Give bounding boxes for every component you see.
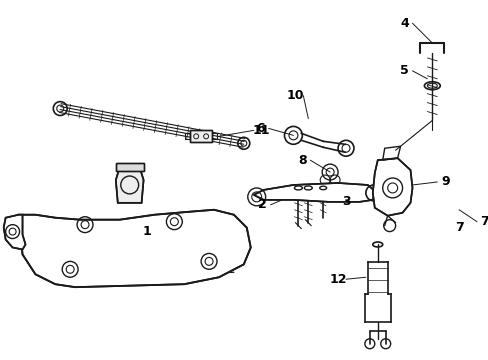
- Text: 10: 10: [286, 89, 304, 102]
- Text: 5: 5: [399, 64, 408, 77]
- Text: 4: 4: [399, 17, 408, 30]
- Text: 12: 12: [328, 273, 346, 286]
- Text: 8: 8: [297, 154, 306, 167]
- Polygon shape: [116, 167, 143, 203]
- Bar: [185, 133, 190, 139]
- Text: 11: 11: [252, 124, 270, 137]
- Text: 7: 7: [454, 221, 463, 234]
- Polygon shape: [253, 183, 375, 202]
- Bar: [190, 130, 212, 142]
- Bar: [190, 130, 212, 142]
- Polygon shape: [4, 215, 25, 249]
- Text: 7: 7: [480, 215, 488, 228]
- Polygon shape: [19, 210, 250, 287]
- Text: 6: 6: [256, 122, 264, 135]
- Text: 2: 2: [258, 198, 266, 211]
- Bar: [116, 163, 143, 171]
- Text: 1: 1: [142, 225, 151, 238]
- Polygon shape: [372, 158, 412, 216]
- Text: 9: 9: [440, 175, 448, 189]
- Bar: [116, 163, 143, 171]
- Text: 3: 3: [341, 195, 349, 208]
- Bar: [212, 133, 217, 139]
